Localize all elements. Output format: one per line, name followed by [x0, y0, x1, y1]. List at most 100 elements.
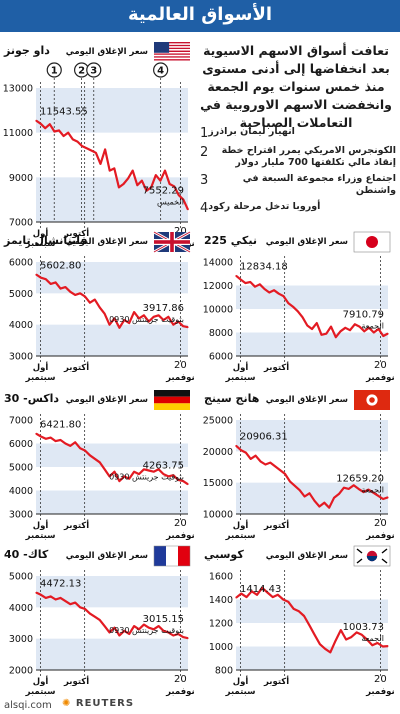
data-point [177, 479, 179, 481]
data-point [35, 273, 37, 276]
x-label-start-month: سبتمبر [25, 239, 56, 249]
data-point [282, 295, 285, 297]
data-point [308, 492, 311, 494]
data-point [89, 302, 91, 304]
data-point [387, 496, 389, 498]
event-number: 2 [200, 145, 209, 160]
data-point [162, 630, 165, 632]
data-point [329, 651, 331, 653]
reuters-logo-text: REUTERS [75, 698, 135, 709]
data-point [59, 288, 62, 290]
data-point [157, 625, 160, 627]
data-point [128, 478, 130, 480]
data-point [366, 638, 368, 641]
data-point [150, 186, 152, 188]
end-value-label: 7910.79 [343, 310, 384, 321]
data-point [113, 471, 116, 473]
data-point [128, 322, 130, 324]
data-point [94, 616, 96, 618]
y-tick-label: 20000 [203, 447, 233, 458]
event-text: الكونجرس الامريكي يمرر اقتراح خطة إنقاذ … [221, 145, 396, 168]
grid-band [36, 638, 188, 670]
data-point [153, 628, 155, 630]
data-point [325, 333, 327, 335]
data-point [159, 180, 161, 182]
reuters-dots-icon: ✺ [62, 698, 72, 709]
data-point [240, 593, 242, 595]
y-tick-label: 10000 [203, 305, 233, 316]
data-point [40, 594, 42, 596]
data-point [162, 319, 165, 321]
data-point [148, 469, 150, 472]
y-tick-label: 4000 [9, 320, 33, 331]
data-point [79, 447, 81, 449]
start-value-label: 4472.13 [40, 579, 81, 590]
end-value-label: 3015.15 [143, 614, 184, 625]
x-label-mid: أكتوبر [63, 519, 89, 531]
series-line-cac [35, 591, 189, 640]
chart-name: داو جونز [3, 44, 50, 57]
data-point [298, 610, 300, 612]
data-point [143, 314, 145, 316]
data-point [44, 127, 46, 129]
data-point [157, 468, 160, 470]
x-label-end: 20 [374, 518, 387, 529]
data-point [113, 317, 116, 319]
start-value-label: 1414.43 [240, 584, 281, 595]
x-label-start: أول [33, 675, 49, 687]
grid-band [236, 420, 388, 452]
data-point [64, 600, 67, 602]
y-tick-label: 14000 [203, 258, 233, 269]
data-point [355, 631, 358, 633]
data-point [344, 327, 346, 329]
data-point [367, 488, 369, 491]
data-point [157, 314, 160, 316]
end-note-label: 0930 بتوقيت جرينتش [109, 626, 184, 635]
y-tick-label: 1000 [209, 642, 233, 653]
data-point [94, 299, 96, 301]
grid-band [36, 490, 188, 514]
data-point [259, 460, 262, 462]
event-number: 4 [200, 201, 209, 216]
chart-svg-cac: 2000 3000 4000 5000 كاك- 40 سعر الإغلاق اليوم… [4, 545, 195, 697]
chart-name: داكس- 30 [4, 392, 59, 405]
data-point [330, 326, 332, 328]
data-point [69, 445, 71, 447]
data-point [133, 311, 135, 313]
event-text: انهيار ليمان براذرز [208, 126, 295, 137]
data-point [177, 320, 179, 323]
data-point [297, 310, 299, 312]
event-text: أوروبا تدخل مرحلة ركود [208, 201, 321, 212]
data-point [153, 316, 155, 318]
data-point [118, 327, 120, 329]
start-value-label: 11543.55 [40, 107, 88, 118]
x-label-start: أول [233, 361, 249, 373]
data-point [94, 458, 96, 460]
data-point [55, 281, 57, 283]
x-label-mid: أكتوبر [263, 361, 289, 373]
data-point [138, 317, 140, 319]
data-point [128, 633, 130, 635]
chart-name: كاك- 40 [4, 548, 49, 561]
data-point [371, 644, 373, 646]
data-point [251, 590, 253, 592]
data-point [287, 601, 290, 603]
data-point [254, 286, 256, 288]
japan-flag [353, 231, 391, 253]
data-point [99, 306, 101, 309]
data-point [182, 199, 184, 201]
close-label: سعر الإغلاق اليومي [66, 237, 148, 247]
data-point [368, 327, 370, 329]
y-tick-label: 9000 [9, 173, 33, 184]
data-point [104, 625, 106, 627]
close-label: سعر الإغلاق اليومي [66, 551, 148, 561]
data-point [382, 335, 384, 337]
data-point [187, 209, 189, 211]
event-marker-label: 2 [78, 66, 85, 77]
data-point [55, 598, 57, 601]
data-point [86, 147, 88, 149]
x-label-start: أول [33, 227, 49, 239]
x-label-start-month: سبتمبر [25, 687, 56, 697]
chart-panel-nikkei: 6000 8000 10000 12000 14000 نيكي 225 سعر الإغل… [200, 226, 398, 383]
